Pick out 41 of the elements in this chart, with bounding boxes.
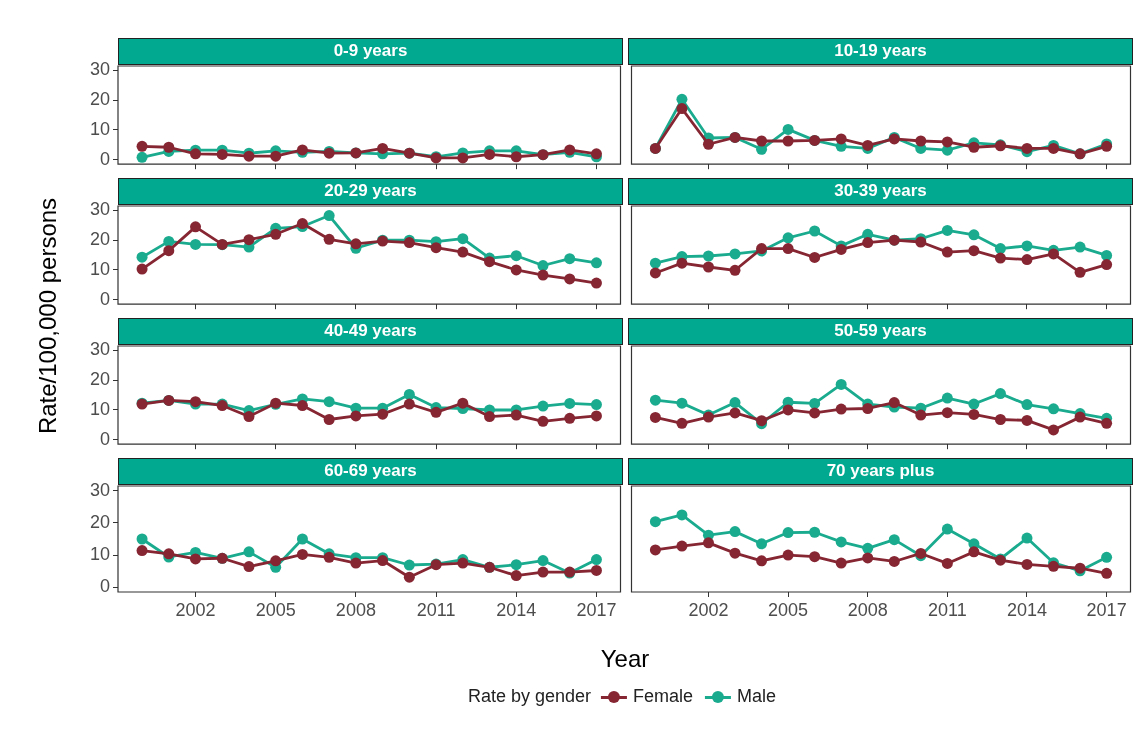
chart-title: 60-69 years xyxy=(118,458,623,485)
y-tick-label: 10 xyxy=(89,544,110,565)
legend-label: Male xyxy=(737,686,777,707)
chart-title: 20-29 years xyxy=(118,178,623,205)
chart-title: 0-9 years xyxy=(118,38,623,65)
y-tick-label: 0 xyxy=(99,148,110,169)
legend-title: Rate by gender xyxy=(467,686,592,707)
y-tick-label: 10 xyxy=(89,398,110,419)
x-tick-label: 2011 xyxy=(928,599,967,620)
x-tick-label: 2014 xyxy=(496,599,537,620)
y-tick-label: 20 xyxy=(89,511,110,532)
x-tick-label: 2005 xyxy=(768,599,809,620)
y-tick-label: 30 xyxy=(89,59,110,80)
x-tick-label: 2008 xyxy=(847,599,888,620)
y-tick-label: 30 xyxy=(89,479,110,500)
chart-title: 40-49 years xyxy=(118,318,623,345)
y-tick-label: 0 xyxy=(99,428,110,449)
x-tick-label: 2005 xyxy=(255,599,296,620)
y-tick-label: 10 xyxy=(89,258,110,279)
y-tick-label: 20 xyxy=(89,89,110,110)
chart-title: 70 years plus xyxy=(628,458,1133,485)
x-tick-label: 2017 xyxy=(576,599,617,620)
x-tick-label: 2014 xyxy=(1006,599,1048,620)
chart-title: 30-39 years xyxy=(628,178,1133,205)
y-tick-label: 20 xyxy=(89,229,110,250)
y-tick-label: 0 xyxy=(99,576,110,597)
x-tick-label: 2011 xyxy=(416,599,456,620)
x-tick-label: 2002 xyxy=(175,599,216,620)
y-tick-label: 10 xyxy=(89,118,110,139)
y-tick-label: 0 xyxy=(99,288,110,309)
y-tick-label: 30 xyxy=(89,339,110,360)
legend-label: Female xyxy=(633,686,694,707)
y-axis-title: Rate/100,000 persons xyxy=(34,197,62,435)
x-axis-title: Year xyxy=(600,645,650,673)
x-tick-label: 2008 xyxy=(335,599,376,620)
chart-title: 10-19 years xyxy=(628,38,1133,65)
chart-title: 50-59 years xyxy=(628,318,1133,345)
y-tick-label: 30 xyxy=(89,199,110,220)
x-tick-label: 2017 xyxy=(1086,599,1127,620)
y-tick-label: 20 xyxy=(89,369,110,390)
x-tick-label: 2002 xyxy=(688,599,729,620)
